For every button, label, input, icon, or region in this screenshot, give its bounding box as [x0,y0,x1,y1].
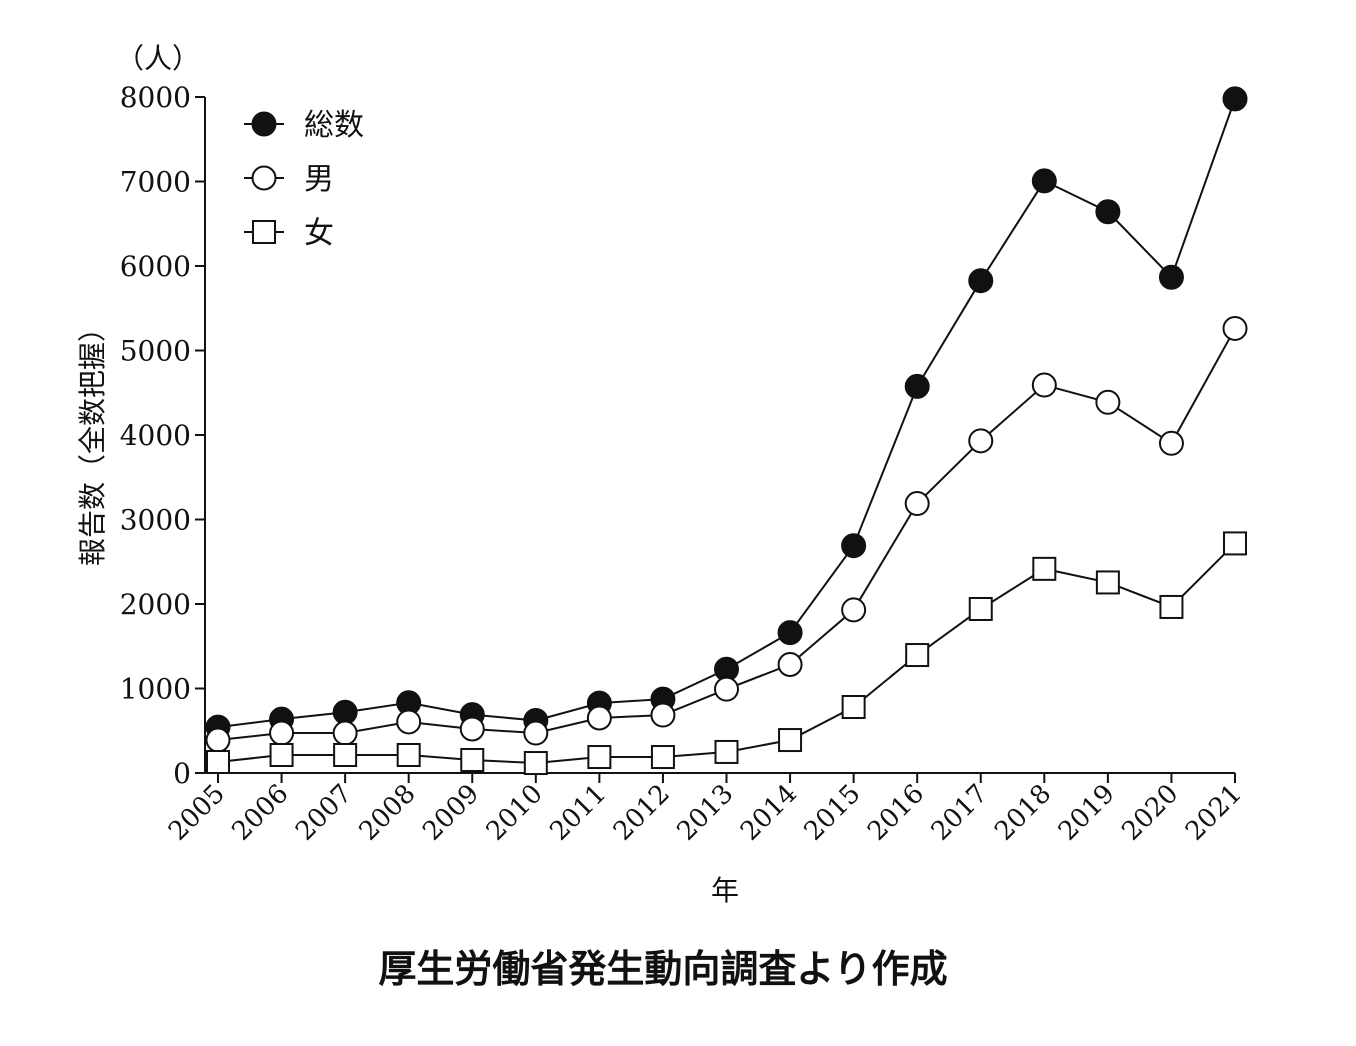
legend-label: 女 [304,216,334,251]
data-point [332,720,358,746]
legend-marker [251,165,277,191]
x-tick-label: 2009 [417,779,485,847]
y-tick-label: 6000 [120,250,191,283]
y-axis-label: 報告数（全数把握） [76,314,109,566]
data-point [904,491,930,517]
x-axis-label: 年 [711,874,739,907]
data-point [777,652,803,678]
data-point [714,676,739,702]
data-point [1158,264,1184,290]
data-point [269,720,295,746]
data-point [778,728,803,753]
y-tick-label: 7000 [120,166,191,199]
x-tick-label: 2012 [608,779,676,847]
data-point [1095,570,1120,595]
data-point [904,373,930,399]
x-tick-label: 2020 [1116,779,1184,847]
data-point [586,705,612,731]
x-tick-label: 2010 [481,779,549,847]
data-point [968,268,994,294]
data-point [460,747,485,772]
data-point [269,743,294,768]
data-point [396,743,421,768]
data-point [777,620,803,646]
data-point [459,716,485,742]
x-tick-label: 2015 [799,779,867,847]
data-point [1032,556,1057,581]
x-tick-label: 2008 [354,779,422,847]
x-tick-label: 2014 [735,779,803,847]
chart-title: 厚生労働省発生動向調査より作成 [378,946,947,991]
data-point [841,695,866,720]
legend-marker [251,111,277,137]
data-point [841,597,867,623]
series-line-女 [217,542,1236,765]
data-point [1223,531,1247,556]
data-point [1158,430,1184,456]
data-point [1222,315,1248,341]
data-point [1031,168,1057,194]
x-tick-label: 2011 [544,779,612,847]
data-point [333,743,358,768]
x-tick-label: 2021 [1180,779,1248,847]
data-point [1222,86,1248,112]
data-point [841,533,867,559]
y-tick-label: 8000 [120,81,191,114]
data-point [205,727,231,753]
data-point [523,751,548,776]
data-point [714,739,739,764]
data-point [332,699,358,725]
data-point [1031,372,1057,398]
y-tick-label: 3000 [120,504,191,537]
data-point [905,643,930,668]
x-tick-label: 2006 [227,779,295,847]
data-point [1095,389,1121,415]
data-point [968,428,994,454]
x-tick-label: 2016 [862,779,930,847]
legend-label: 総数 [304,108,364,143]
data-point [650,702,676,728]
series-line-総数 [217,98,1236,729]
x-tick-label: 2017 [926,779,994,847]
data-point [1159,594,1184,619]
legend-marker [252,220,276,244]
data-point [587,745,612,770]
x-tick-label: 2018 [989,779,1057,847]
y-unit-label: （人） [116,42,200,75]
data-point [396,709,422,735]
data-point [206,750,230,775]
y-tick-label: 1000 [120,673,191,706]
y-tick-label: 5000 [120,335,191,368]
data-point [1095,199,1121,225]
legend-label: 男 [304,162,334,197]
data-point [523,720,549,746]
y-tick-label: 4000 [120,419,191,452]
x-tick-label: 2013 [671,779,739,847]
data-point [968,596,993,621]
data-point [650,745,675,770]
x-tick-label: 2007 [290,779,358,847]
y-tick-label: 2000 [120,588,191,621]
y-tick-label: 0 [173,757,191,790]
x-tick-label: 2019 [1053,779,1121,847]
